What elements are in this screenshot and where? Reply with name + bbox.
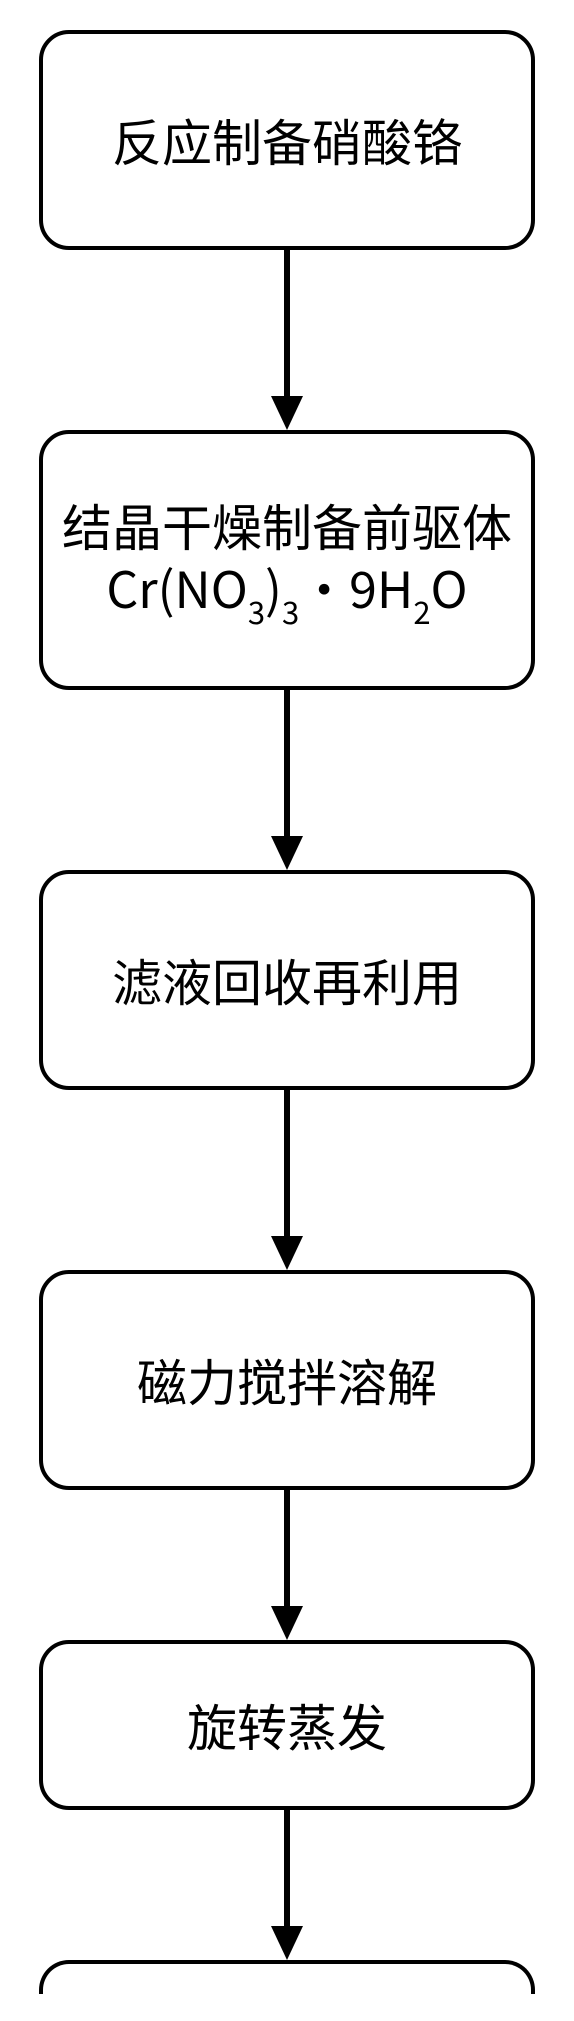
flow-node-n5: 旋转蒸发: [39, 1640, 535, 1810]
flow-node-label: 结晶干燥制备前驱体Cr(NO3)3·9H2O: [43, 494, 531, 626]
flow-node-n6: 干燥焙烧: [39, 1960, 535, 1994]
flow-node-n2: 结晶干燥制备前驱体Cr(NO3)3·9H2O: [39, 430, 535, 690]
flow-node-label: 反应制备硝酸铬: [43, 109, 531, 172]
flow-edge-arrowhead: [271, 1606, 303, 1640]
flow-edge-arrowhead: [271, 1926, 303, 1960]
flow-node-label: 磁力搅拌溶解: [43, 1349, 531, 1412]
flow-edge-arrowhead: [271, 1236, 303, 1270]
flow-node-n4: 磁力搅拌溶解: [39, 1270, 535, 1490]
flow-node-label: 旋转蒸发: [43, 1694, 531, 1757]
flow-node-n3: 滤液回收再利用: [39, 870, 535, 1090]
flow-edge-arrowhead: [271, 396, 303, 430]
flow-node-n1: 反应制备硝酸铬: [39, 30, 535, 250]
flow-edge-arrowhead: [271, 836, 303, 870]
flowchart-canvas: 反应制备硝酸铬结晶干燥制备前驱体Cr(NO3)3·9H2O 滤液回收再利用磁力搅拌…: [0, 0, 574, 2021]
flow-node-label: 滤液回收再利用: [43, 949, 531, 1012]
